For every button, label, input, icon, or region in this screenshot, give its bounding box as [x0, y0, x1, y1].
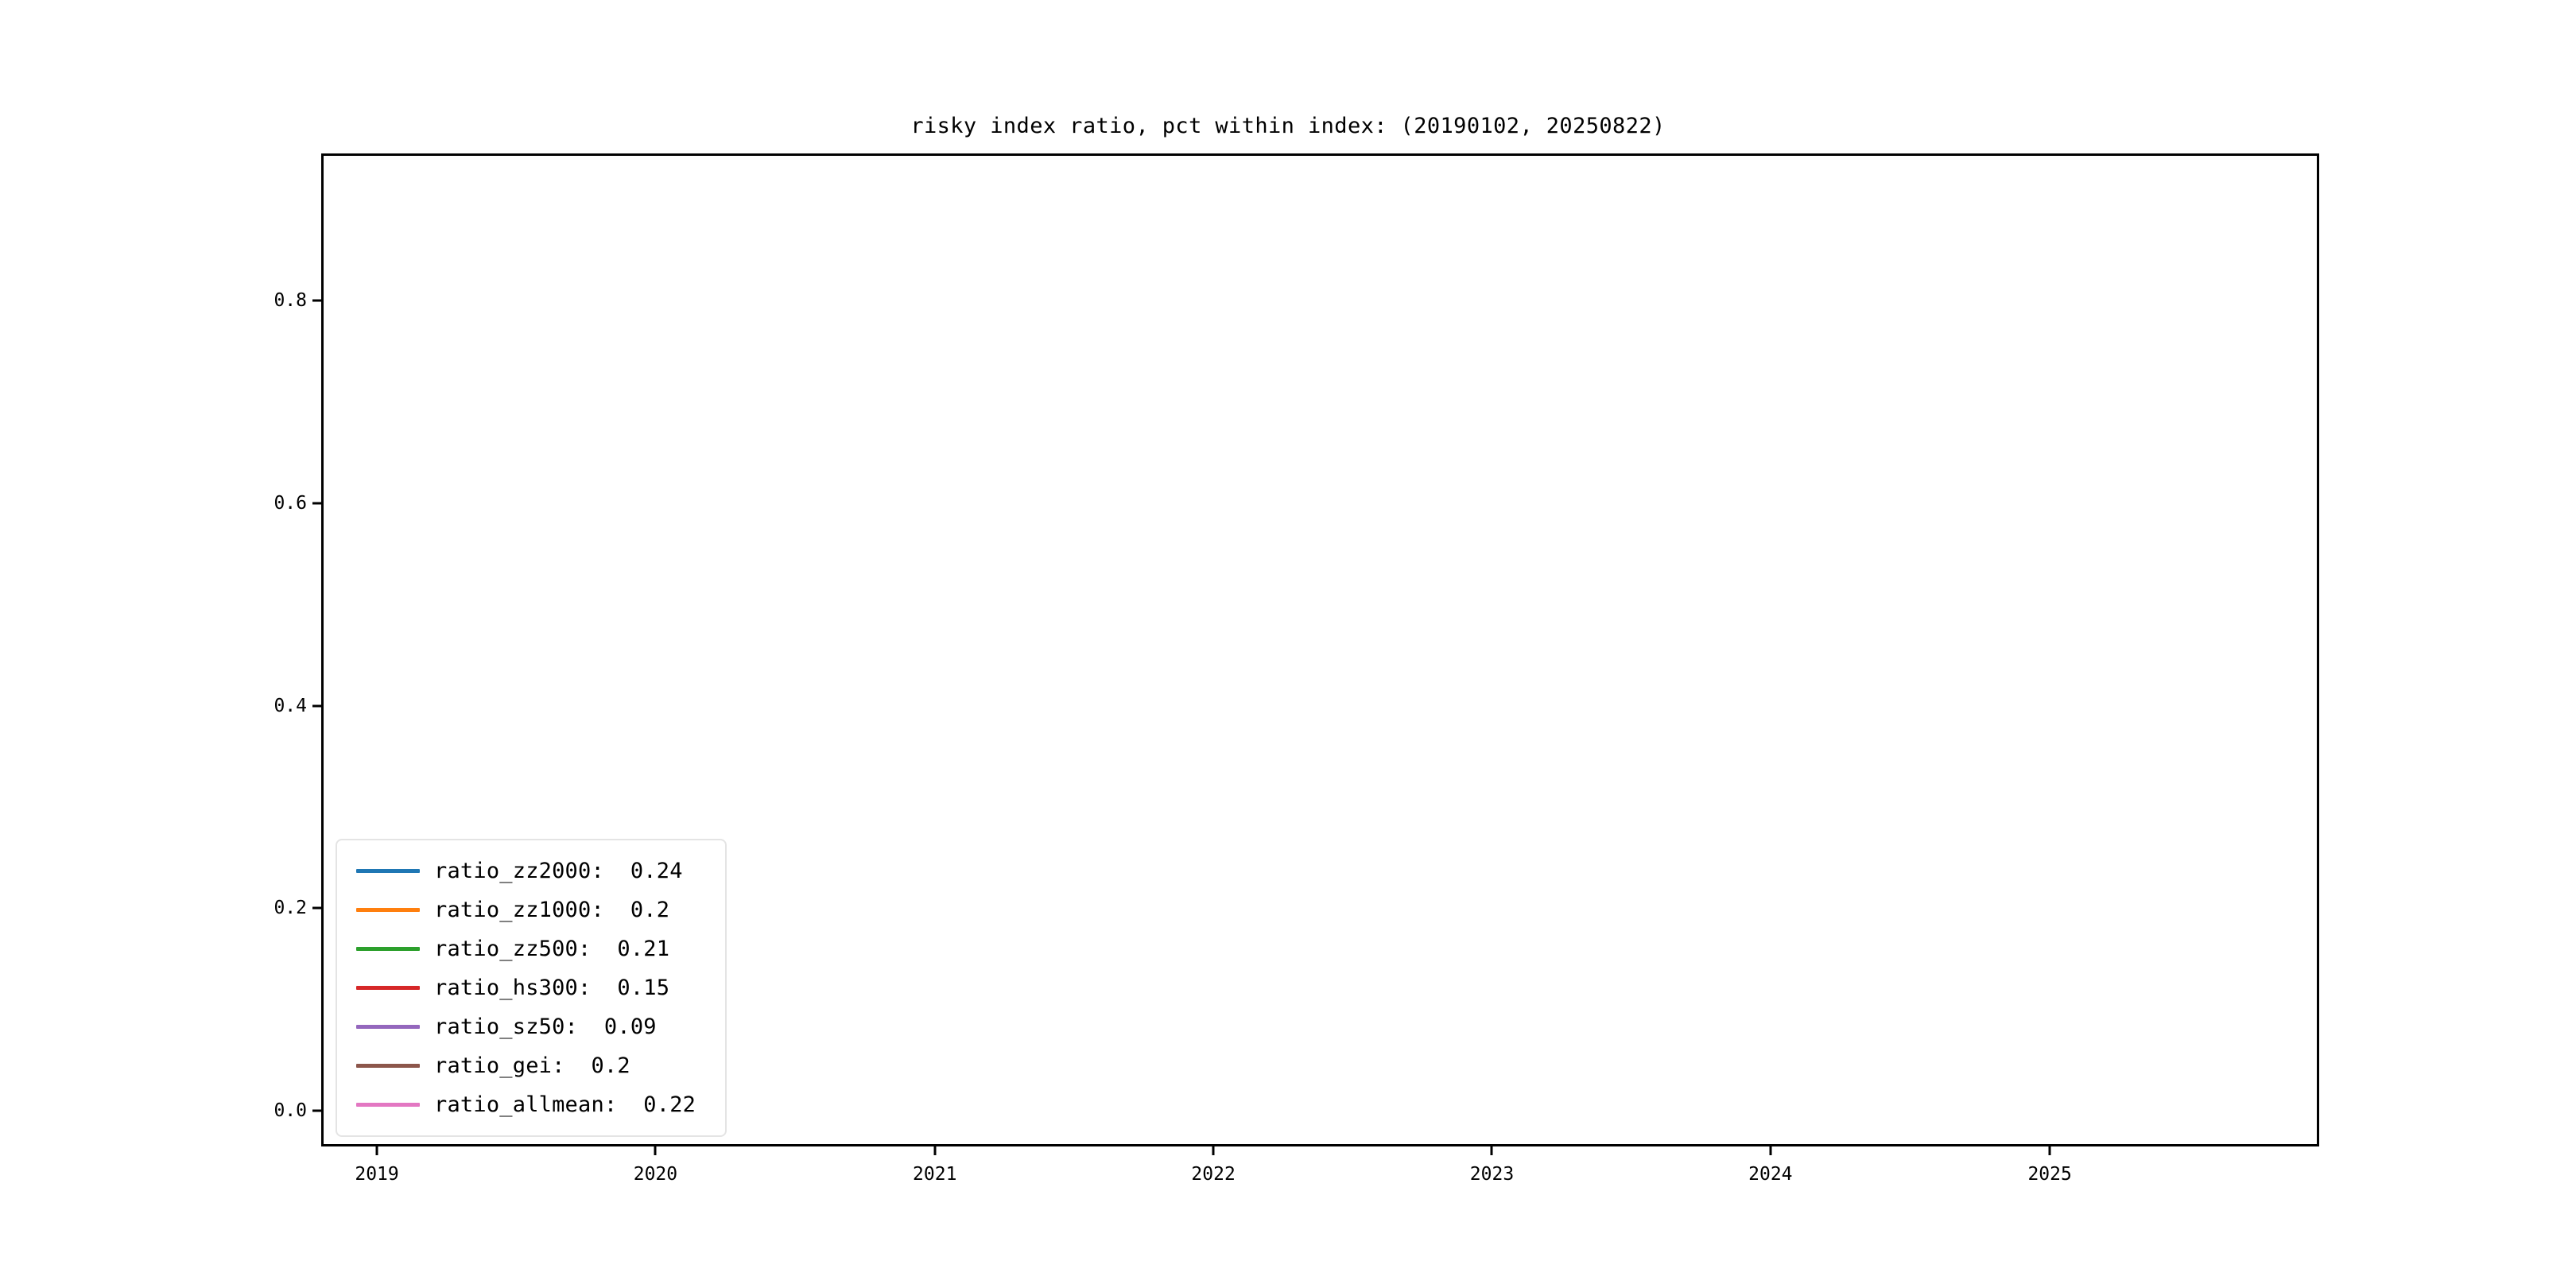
legend-label-ratio_gei: ratio_gei: 0.2	[434, 1053, 630, 1078]
x-tick-label: 2021	[913, 1164, 957, 1185]
legend-swatch-ratio_gei	[356, 1064, 420, 1068]
legend-item-ratio_sz50[interactable]: ratio_sz50: 0.09	[347, 1007, 716, 1046]
x-tick-label: 2025	[2027, 1164, 2072, 1185]
legend-swatch-ratio_zz2000	[356, 869, 420, 873]
x-tick-label: 2023	[1469, 1164, 1515, 1185]
x-tick-mark	[933, 1146, 937, 1155]
x-tick-label: 2024	[1748, 1164, 1793, 1185]
y-tick-mark	[312, 906, 321, 910]
legend-swatch-ratio_allmean	[356, 1103, 420, 1107]
y-tick-label: 0.2	[274, 898, 307, 919]
x-tick-mark	[1769, 1146, 1772, 1155]
y-tick-label: 0.4	[274, 695, 307, 716]
legend-item-ratio_zz1000[interactable]: ratio_zz1000: 0.2	[347, 890, 716, 929]
y-tick-mark	[312, 704, 321, 708]
y-tick-label: 0.0	[274, 1100, 307, 1122]
legend[interactable]: ratio_zz2000: 0.24 ratio_zz1000: 0.2 ratio…	[336, 839, 727, 1137]
legend-label-ratio_zz500: ratio_zz500: 0.21	[434, 937, 670, 961]
y-tick-mark	[312, 299, 321, 302]
x-tick-mark	[375, 1146, 378, 1155]
x-tick-mark	[1212, 1146, 1215, 1155]
legend-label-ratio_hs300: ratio_hs300: 0.15	[434, 976, 670, 1000]
legend-item-ratio_gei[interactable]: ratio_gei: 0.2	[347, 1046, 716, 1085]
legend-item-ratio_allmean[interactable]: ratio_allmean: 0.22	[347, 1085, 716, 1124]
y-tick-mark	[312, 502, 321, 505]
x-tick-label: 2022	[1191, 1164, 1236, 1185]
x-tick-mark	[1490, 1146, 1493, 1155]
x-tick-label: 2019	[355, 1164, 399, 1185]
x-tick-mark	[2048, 1146, 2051, 1155]
legend-item-ratio_hs300[interactable]: ratio_hs300: 0.15	[347, 968, 716, 1007]
y-tick-label: 0.6	[274, 492, 307, 514]
page-title: risky index ratio, pct within index: (20…	[910, 114, 1666, 138]
legend-swatch-ratio_hs300	[356, 986, 420, 990]
legend-label-ratio_sz50: ratio_sz50: 0.09	[434, 1014, 657, 1039]
y-tick-label: 0.8	[274, 289, 307, 311]
x-tick-label: 2020	[633, 1164, 678, 1185]
y-tick-mark	[312, 1109, 321, 1112]
legend-label-ratio_zz2000: ratio_zz2000: 0.24	[434, 859, 683, 883]
x-tick-mark	[654, 1146, 657, 1155]
legend-swatch-ratio_zz500	[356, 947, 420, 951]
legend-label-ratio_zz1000: ratio_zz1000: 0.2	[434, 898, 670, 922]
legend-item-ratio_zz500[interactable]: ratio_zz500: 0.21	[347, 929, 716, 968]
legend-swatch-ratio_sz50	[356, 1025, 420, 1029]
legend-item-ratio_zz2000[interactable]: ratio_zz2000: 0.24	[347, 852, 716, 890]
legend-swatch-ratio_zz1000	[356, 908, 420, 912]
legend-label-ratio_allmean: ratio_allmean: 0.22	[434, 1092, 696, 1117]
